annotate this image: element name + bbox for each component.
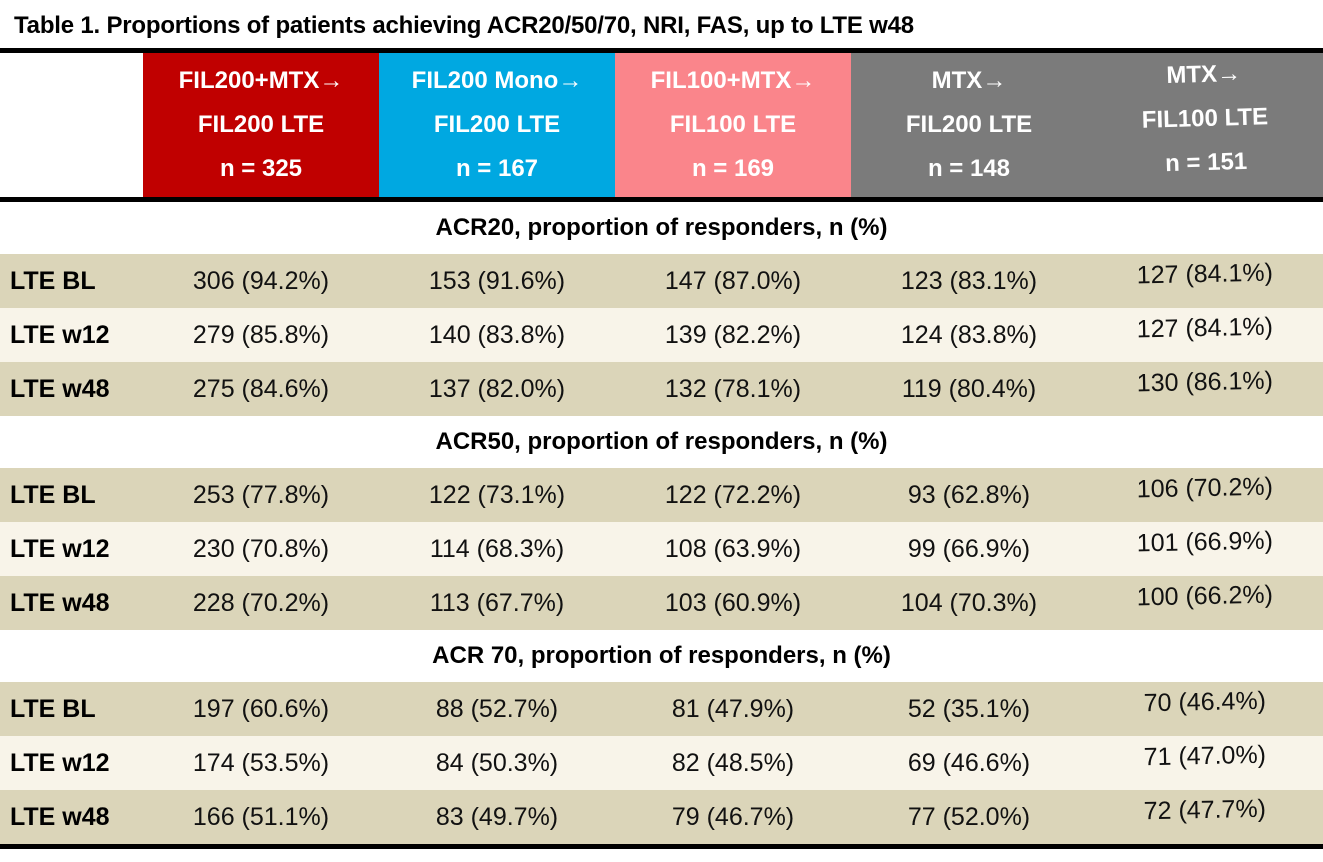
- section-header: ACR20, proportion of responders, n (%): [0, 202, 1323, 254]
- value-cell: 119 (80.4%): [901, 374, 1037, 403]
- value-cell: 123 (83.1%): [900, 266, 1038, 295]
- value-cell: 93 (62.8%): [907, 480, 1031, 509]
- value-cell: 108 (63.9%): [664, 534, 802, 563]
- value-cell: 104 (70.3%): [900, 588, 1038, 617]
- value-cell: 83 (49.7%): [435, 802, 559, 831]
- column-header-line1: FIL200 Mono→: [411, 67, 583, 94]
- value-cell: 127 (84.1%): [1136, 312, 1274, 343]
- value-cell: 166 (51.1%): [192, 802, 330, 831]
- value-cell: 174 (53.5%): [192, 748, 330, 777]
- value-cell: 147 (87.0%): [664, 266, 802, 295]
- table-row: LTE w48 166 (51.1%) 83 (49.7%) 79 (46.7%…: [0, 790, 1323, 844]
- table-row: LTE w48 275 (84.6%) 137 (82.0%) 132 (78.…: [0, 362, 1323, 416]
- value-cell: 140 (83.8%): [428, 320, 566, 349]
- column-header-fil200-mtx: FIL200+MTX→ FIL200 LTE n = 325: [143, 53, 379, 197]
- value-cell: 52 (35.1%): [907, 694, 1031, 723]
- column-header-row: FIL200+MTX→ FIL200 LTE n = 325 FIL200 Mo…: [0, 53, 1323, 197]
- value-cell: 71 (47.0%): [1143, 740, 1267, 771]
- column-header-line2: FIL100 LTE: [669, 111, 797, 138]
- value-cell: 100 (66.2%): [1136, 580, 1274, 611]
- value-cell: 79 (46.7%): [671, 802, 795, 831]
- column-header-content: MTX→ FIL100 LTE n = 151: [1140, 51, 1270, 186]
- value-cell: 72 (47.7%): [1143, 794, 1267, 825]
- table-row: LTE w12 230 (70.8%) 114 (68.3%) 108 (63.…: [0, 522, 1323, 576]
- value-cell: 230 (70.8%): [192, 534, 330, 563]
- value-cell: 103 (60.9%): [664, 588, 802, 617]
- column-header-line2: FIL200 LTE: [905, 111, 1033, 138]
- value-cell: 84 (50.3%): [435, 748, 559, 777]
- table-row: LTE w48 228 (70.2%) 113 (67.7%) 103 (60.…: [0, 576, 1323, 630]
- value-cell: 197 (60.6%): [192, 694, 330, 723]
- header-rule: [0, 197, 1323, 202]
- column-header-n: n = 325: [219, 155, 303, 182]
- value-cell: 124 (83.8%): [900, 320, 1038, 349]
- value-cell: 139 (82.2%): [664, 320, 802, 349]
- row-label: LTE BL: [10, 480, 96, 509]
- value-cell: 153 (91.6%): [428, 266, 566, 295]
- column-header-mtx-fil100: MTX→ FIL100 LTE n = 151: [1087, 53, 1323, 197]
- column-header-n: n = 148: [927, 155, 1011, 182]
- column-header-line2: FIL200 LTE: [433, 111, 561, 138]
- top-rule: [0, 48, 1323, 53]
- value-cell: 99 (66.9%): [907, 534, 1031, 563]
- table-row: LTE BL 306 (94.2%) 153 (91.6%) 147 (87.0…: [0, 254, 1323, 308]
- row-label: LTE w48: [10, 802, 110, 831]
- table-row: LTE BL 197 (60.6%) 88 (52.7%) 81 (47.9%)…: [0, 682, 1323, 736]
- section-acr70: ACR 70, proportion of responders, n (%) …: [0, 630, 1323, 844]
- value-cell: 275 (84.6%): [192, 374, 330, 403]
- row-label: LTE BL: [10, 694, 96, 723]
- table-title: Table 1. Proportions of patients achievi…: [14, 12, 914, 39]
- value-cell: 114 (68.3%): [429, 534, 565, 563]
- value-cell: 88 (52.7%): [435, 694, 559, 723]
- table-row: LTE BL 253 (77.8%) 122 (73.1%) 122 (72.2…: [0, 468, 1323, 522]
- value-cell: 137 (82.0%): [428, 374, 566, 403]
- header-spacer: [0, 53, 143, 197]
- section-acr50: ACR50, proportion of responders, n (%) L…: [0, 416, 1323, 630]
- value-cell: 127 (84.1%): [1136, 258, 1274, 289]
- value-cell: 101 (66.9%): [1136, 526, 1274, 557]
- column-header-line1: MTX→: [931, 67, 1007, 94]
- value-cell: 253 (77.8%): [192, 480, 330, 509]
- row-label: LTE w48: [10, 588, 110, 617]
- row-label: LTE BL: [10, 266, 96, 295]
- value-cell: 306 (94.2%): [192, 266, 330, 295]
- section-acr20: ACR20, proportion of responders, n (%) L…: [0, 202, 1323, 416]
- section-header: ACR50, proportion of responders, n (%): [0, 416, 1323, 468]
- column-header-line2: FIL100 LTE: [1141, 103, 1269, 134]
- row-label: LTE w12: [10, 534, 110, 563]
- column-header-fil100-mtx: FIL100+MTX→ FIL100 LTE n = 169: [615, 53, 851, 197]
- table-row: LTE w12 279 (85.8%) 140 (83.8%) 139 (82.…: [0, 308, 1323, 362]
- value-cell: 69 (46.6%): [907, 748, 1031, 777]
- value-cell: 130 (86.1%): [1136, 366, 1274, 397]
- value-cell: 228 (70.2%): [192, 588, 330, 617]
- value-cell: 70 (46.4%): [1143, 686, 1267, 717]
- column-header-n: n = 169: [691, 155, 775, 182]
- value-cell: 81 (47.9%): [671, 694, 795, 723]
- column-header-line2: FIL200 LTE: [197, 111, 325, 138]
- column-header-mtx-fil200: MTX→ FIL200 LTE n = 148: [851, 53, 1087, 197]
- table-row: LTE w12 174 (53.5%) 84 (50.3%) 82 (48.5%…: [0, 736, 1323, 790]
- value-cell: 113 (67.7%): [429, 588, 565, 617]
- bottom-rule: [0, 844, 1323, 849]
- column-header-n: n = 151: [1164, 147, 1248, 178]
- row-label: LTE w12: [10, 748, 110, 777]
- bottom-margin: [0, 849, 1323, 858]
- value-cell: 77 (52.0%): [907, 802, 1031, 831]
- column-header-fil200-mono: FIL200 Mono→ FIL200 LTE n = 167: [379, 53, 615, 197]
- value-cell: 82 (48.5%): [671, 748, 795, 777]
- column-header-line1: FIL200+MTX→: [178, 67, 344, 94]
- value-cell: 279 (85.8%): [192, 320, 330, 349]
- section-header: ACR 70, proportion of responders, n (%): [0, 630, 1323, 682]
- column-header-n: n = 167: [455, 155, 539, 182]
- value-cell: 106 (70.2%): [1136, 472, 1274, 503]
- value-cell: 122 (72.2%): [664, 480, 802, 509]
- value-cell: 132 (78.1%): [664, 374, 802, 403]
- row-label: LTE w48: [10, 374, 110, 403]
- column-header-line1: MTX→: [1165, 59, 1242, 90]
- row-label: LTE w12: [10, 320, 110, 349]
- column-header-line1: FIL100+MTX→: [650, 67, 816, 94]
- value-cell: 122 (73.1%): [428, 480, 566, 509]
